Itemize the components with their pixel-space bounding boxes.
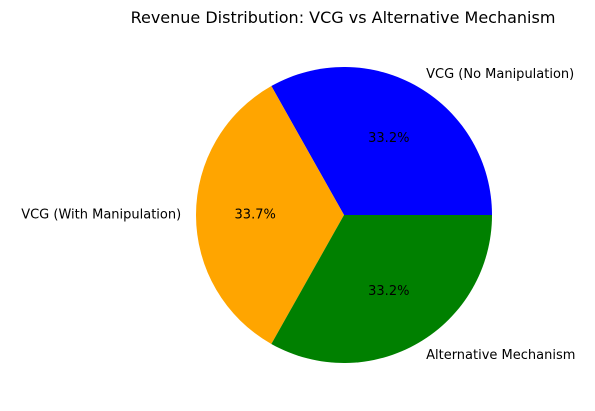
slice-category-label: Alternative Mechanism: [426, 348, 575, 363]
chart-title: Revenue Distribution: VCG vs Alternative…: [131, 8, 556, 27]
pie-slice-3: [271, 215, 492, 364]
slice-percent-label: 33.7%: [235, 208, 276, 223]
pie-slice-2: [195, 86, 344, 344]
slice-percent-label: 33.2%: [368, 284, 409, 299]
pie-slices: [195, 66, 492, 364]
slice-percent-label: 33.2%: [368, 131, 409, 146]
pie-labels: 33.2% VCG (No Manipulation) 33.7% VCG (With…: [21, 67, 575, 363]
pie-slice-1: [271, 66, 492, 216]
slice-category-label: VCG (With Manipulation): [21, 208, 181, 223]
slice-category-label: VCG (No Manipulation): [426, 67, 574, 82]
